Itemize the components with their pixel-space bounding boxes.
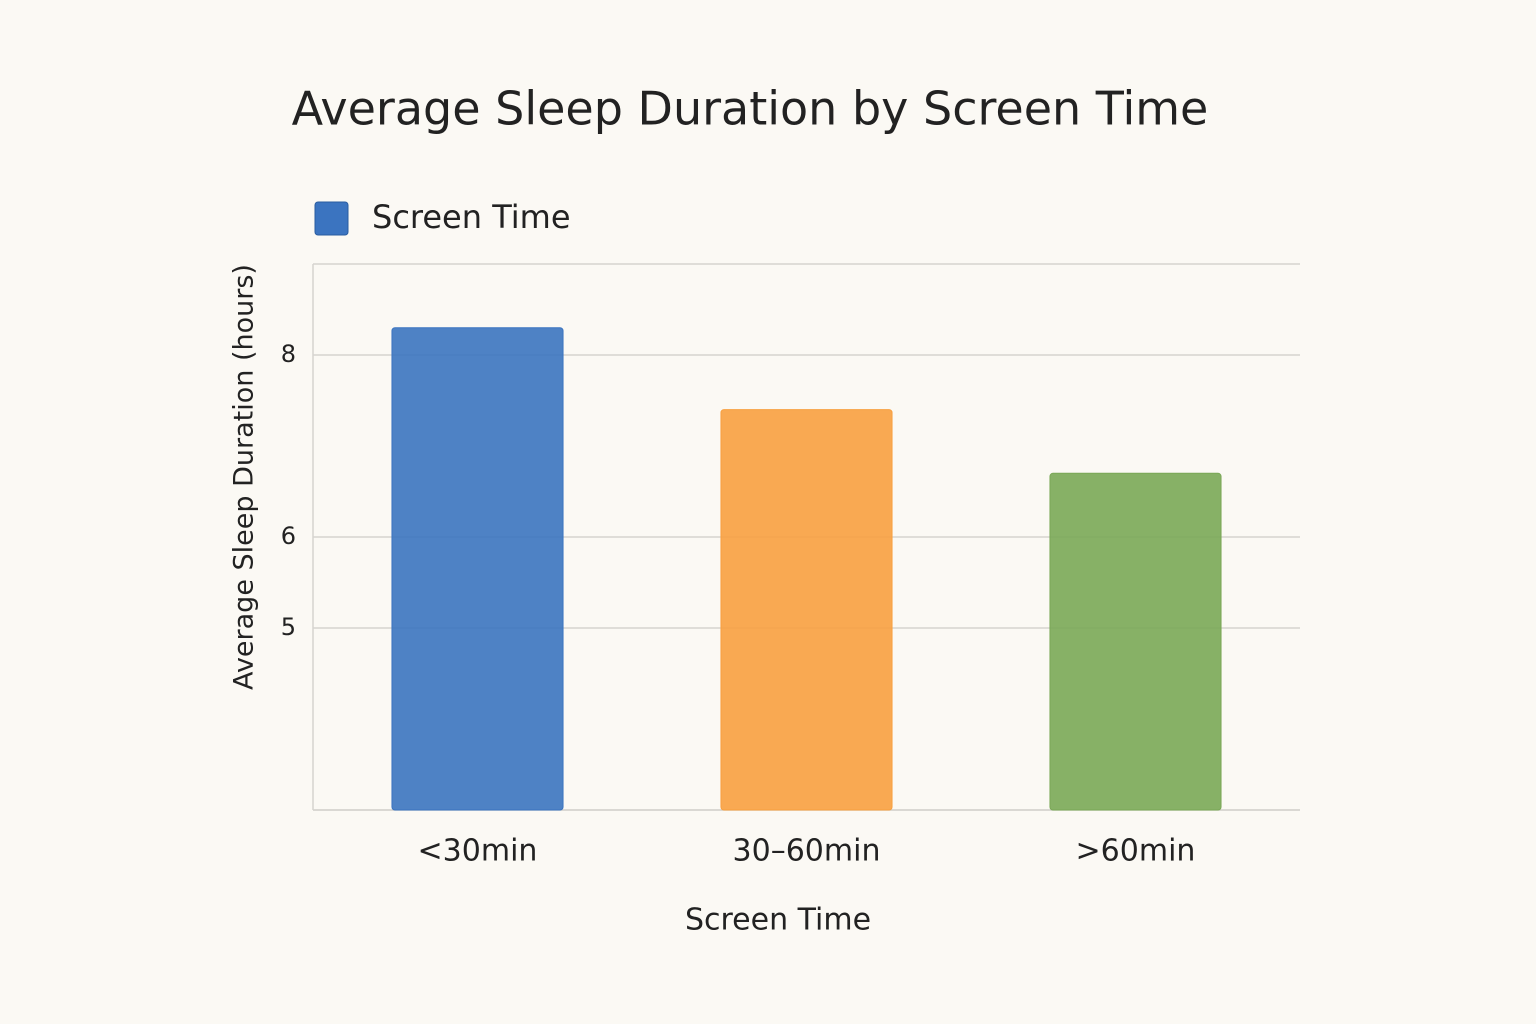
y-axis-label: Average Sleep Duration (hours) — [229, 264, 260, 690]
bar — [1049, 472, 1222, 811]
y-tick-label: 6 — [281, 522, 296, 550]
x-tick-label: 30–60min — [733, 834, 881, 869]
bar — [391, 327, 564, 811]
legend-swatch — [314, 201, 349, 236]
legend-label: Screen Time — [372, 198, 571, 236]
y-tick-label: 5 — [281, 613, 296, 641]
bar — [720, 409, 893, 811]
x-axis-label: Screen Time — [685, 903, 871, 938]
x-tick-label: >60min — [1076, 834, 1196, 869]
x-tick-label: <30min — [418, 834, 538, 869]
chart-title: Average Sleep Duration by Screen Time — [292, 82, 1209, 136]
y-tick-label: 8 — [281, 340, 296, 368]
